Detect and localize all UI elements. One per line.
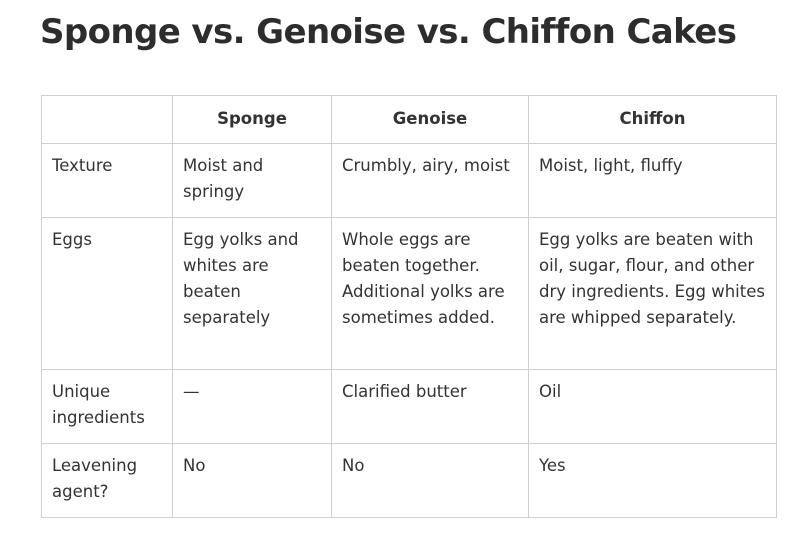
page-title: Sponge vs. Genoise vs. Chiffon Cakes (40, 12, 737, 52)
header-chiffon: Chiffon (528, 95, 777, 144)
cell-genoise-unique: Clarified butter (331, 369, 529, 444)
cell-sponge-leavening: No (172, 443, 332, 518)
header-genoise: Genoise (331, 95, 529, 144)
cell-sponge-unique: — (172, 369, 332, 444)
cell-sponge-texture: Moist and springy (172, 143, 332, 218)
row-label-leavening: Leavening agent? (41, 443, 173, 518)
cell-genoise-eggs: Whole eggs are beaten together. Addition… (331, 217, 529, 370)
table-row: Texture Moist and springy Crumbly, airy,… (41, 143, 777, 218)
cell-genoise-leavening: No (331, 443, 529, 518)
header-empty (41, 95, 173, 144)
table-row: Unique ingredients — Clarified butter Oi… (41, 369, 777, 444)
cell-chiffon-unique: Oil (528, 369, 777, 444)
cell-chiffon-texture: Moist, light, fluffy (528, 143, 777, 218)
table-row: Leavening agent? No No Yes (41, 443, 777, 518)
cell-chiffon-eggs: Egg yolks are beaten with oil, sugar, fl… (528, 217, 777, 370)
header-sponge: Sponge (172, 95, 332, 144)
row-label-unique-ingredients: Unique ingredients (41, 369, 173, 444)
table-row: Eggs Egg yolks and whites are beaten sep… (41, 217, 777, 370)
row-label-texture: Texture (41, 143, 173, 218)
cell-genoise-texture: Crumbly, airy, moist (331, 143, 529, 218)
row-label-eggs: Eggs (41, 217, 173, 370)
comparison-table: Sponge Genoise Chiffon Texture Moist and… (41, 95, 777, 518)
cell-chiffon-leavening: Yes (528, 443, 777, 518)
cell-sponge-eggs: Egg yolks and whites are beaten separate… (172, 217, 332, 370)
table-header-row: Sponge Genoise Chiffon (41, 95, 777, 144)
